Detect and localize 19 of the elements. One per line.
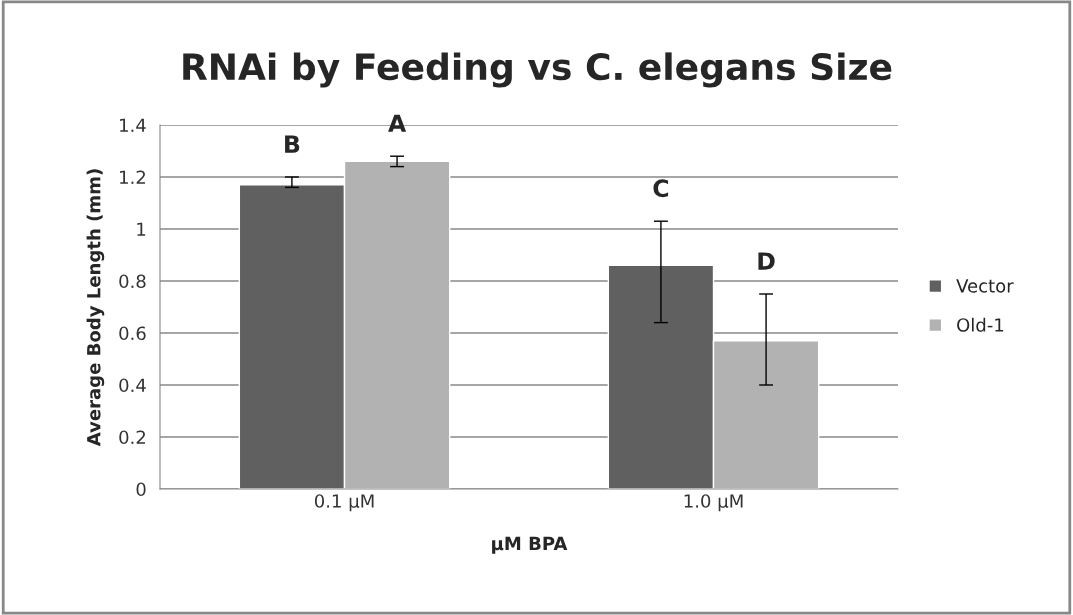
annotation: D [758, 252, 775, 270]
legend-label: Old-1 [957, 317, 1004, 332]
y-tick-label: 1 [137, 222, 146, 236]
y-tick-label: 0.8 [119, 274, 146, 289]
chart-title: RNAi by Feeding vs C. elegans Size [183, 52, 892, 88]
y-axis-title: Average Body Length (mm) [86, 169, 105, 447]
y-tick-label: 0.4 [119, 378, 146, 393]
y-tick-label: 1.2 [120, 170, 145, 184]
annotation: C [653, 179, 669, 198]
annotation: A [388, 114, 407, 132]
x-tick-label: 1.0 µM [684, 494, 743, 512]
y-tick-label: 0.6 [119, 326, 146, 341]
y-tick-label: 1.4 [120, 118, 146, 132]
x-axis-title: µM BPA [492, 536, 568, 554]
annotation: B [285, 135, 300, 153]
x-tick-label: 0.1 µM [314, 494, 374, 512]
y-tick-label: 0 [136, 482, 146, 497]
legend-label: Vector [956, 279, 1014, 293]
y-tick-label: 0.2 [119, 430, 145, 445]
